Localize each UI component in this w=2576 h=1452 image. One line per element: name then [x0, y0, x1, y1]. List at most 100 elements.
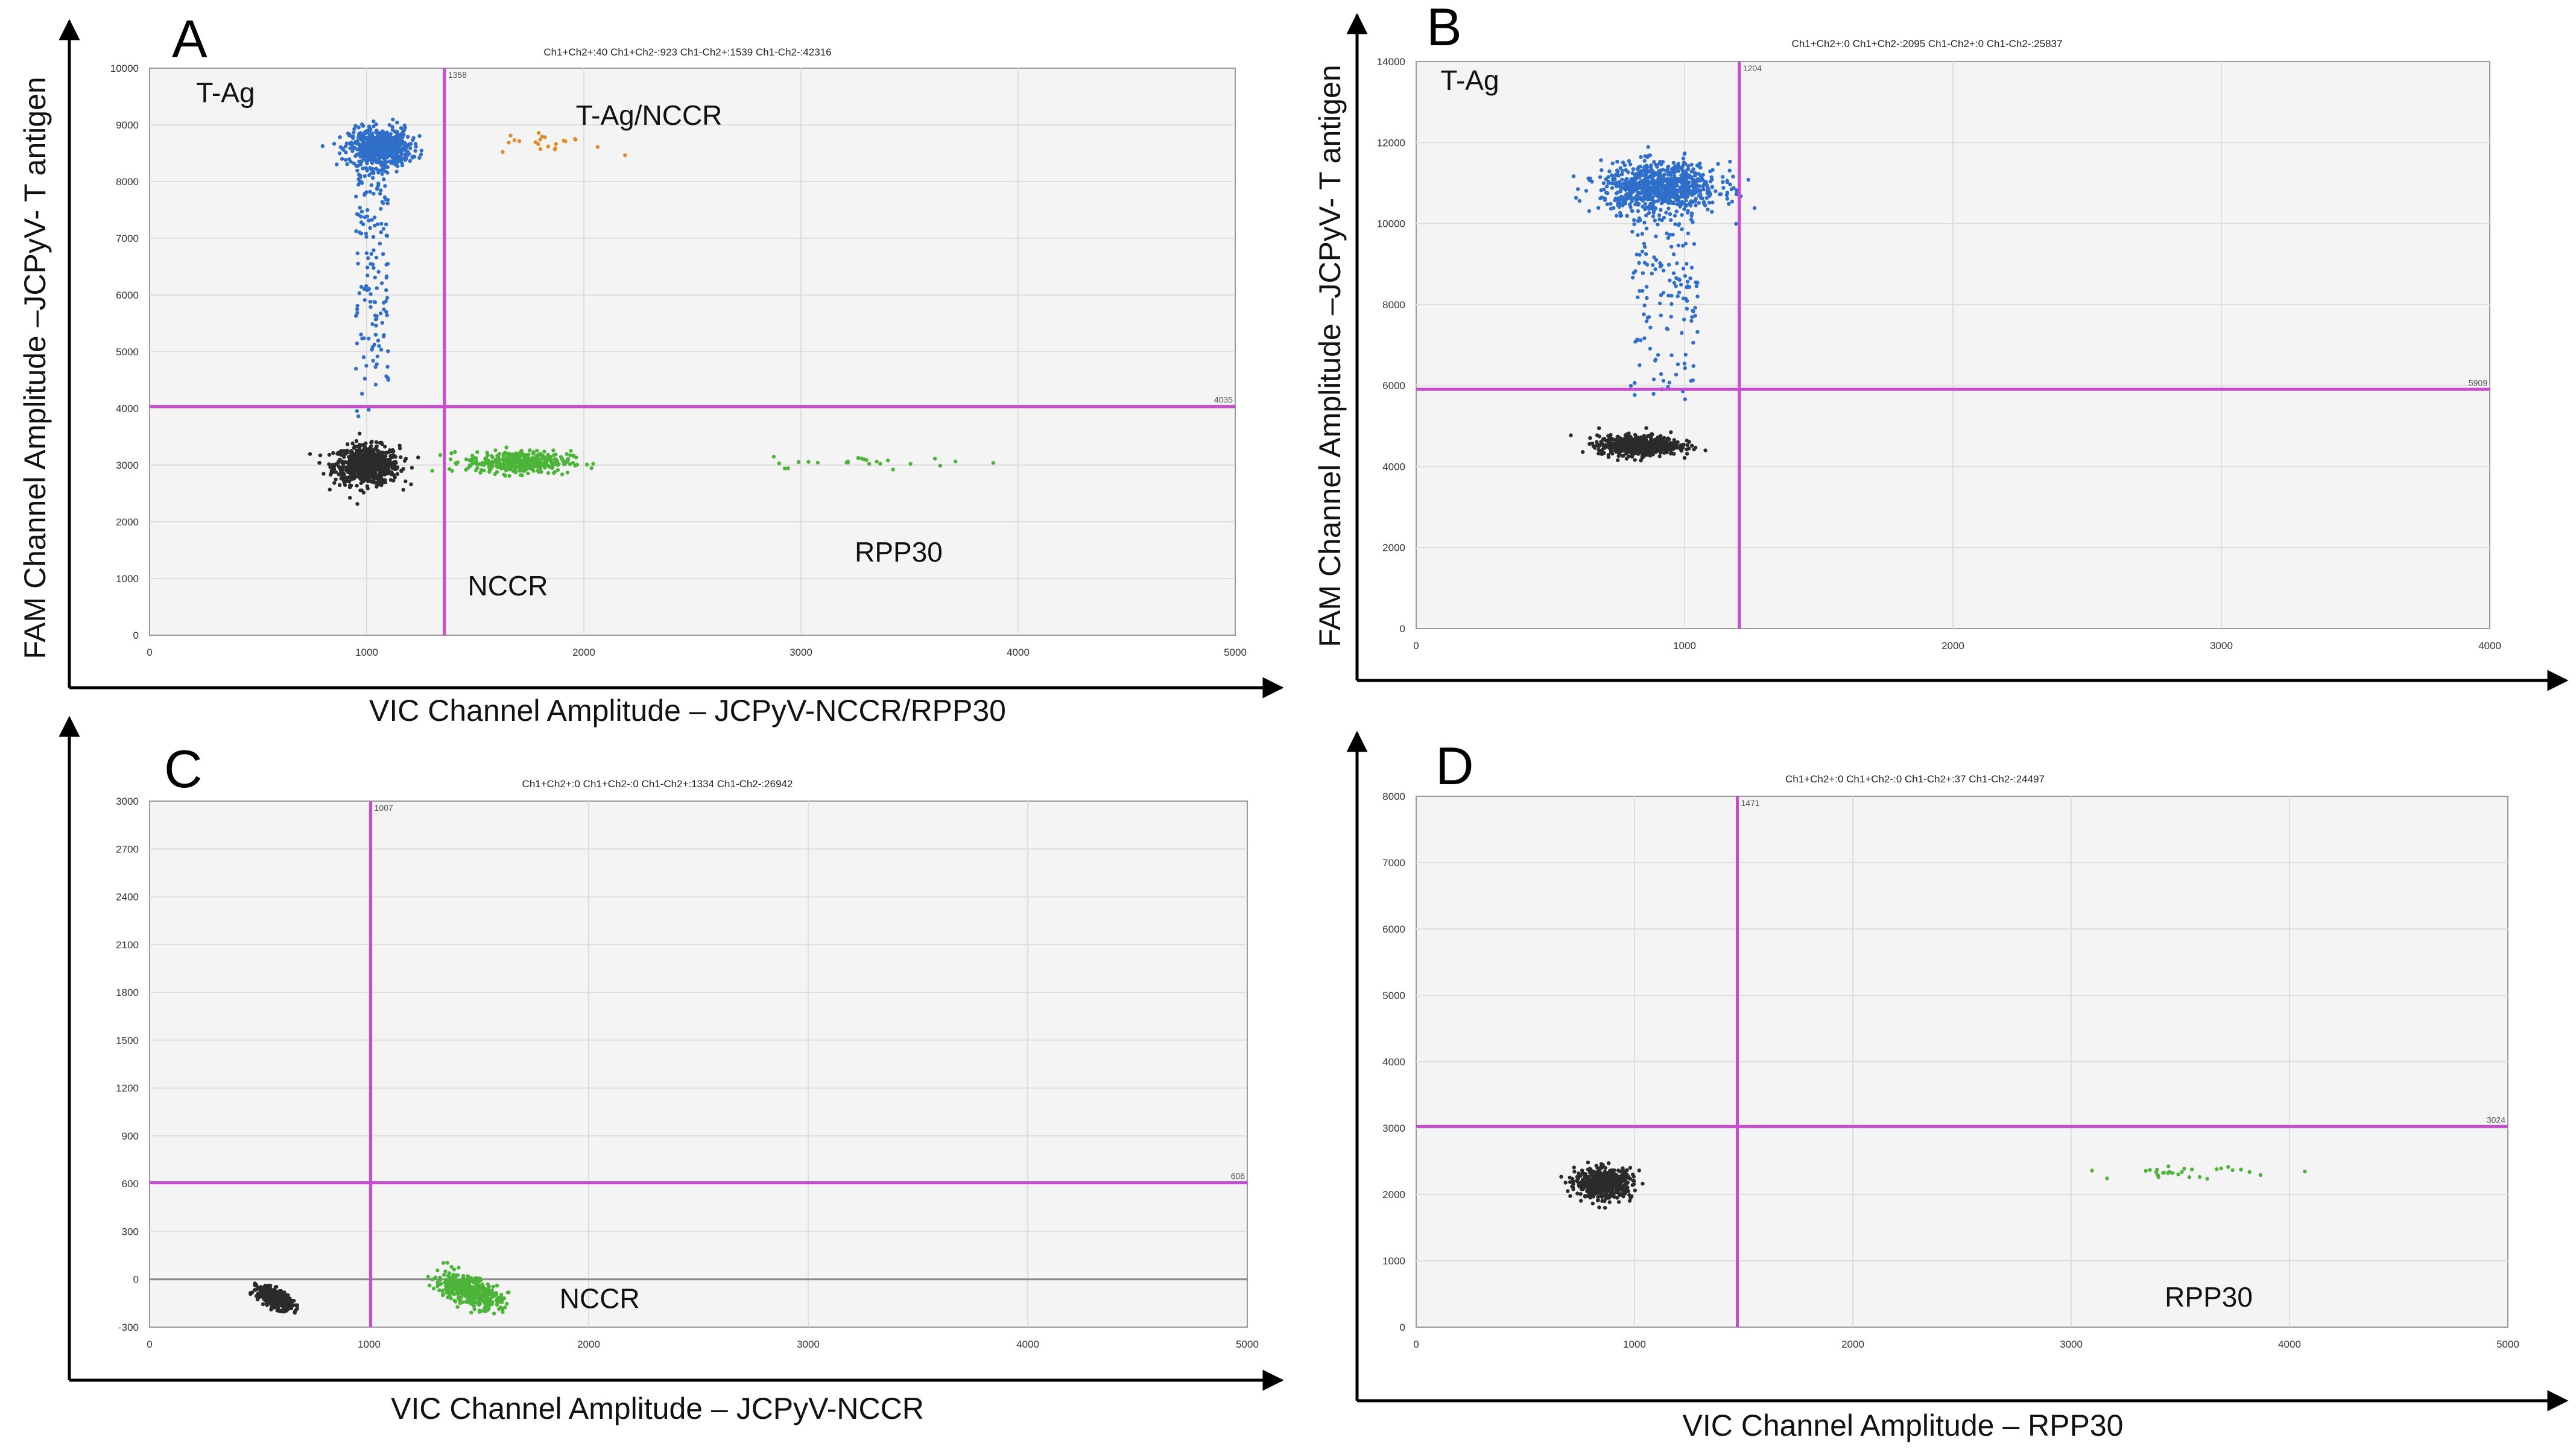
panel-b-vic-threshold-value: 1204 — [1743, 63, 1762, 73]
droplet-point — [543, 135, 547, 139]
droplet-point — [408, 146, 413, 150]
droplet-point — [1659, 372, 1663, 376]
droplet-point — [1688, 276, 1692, 281]
droplet-point — [357, 291, 362, 296]
droplet-point — [380, 321, 384, 325]
droplet-point — [356, 182, 361, 187]
droplet-point — [466, 1289, 470, 1293]
droplet-point — [479, 468, 484, 472]
panel-c-y-tick-label: 900 — [122, 1130, 139, 1142]
droplet-point — [1639, 449, 1644, 453]
droplet-point — [533, 140, 538, 144]
droplet-point — [1656, 189, 1660, 194]
droplet-point — [452, 1292, 457, 1296]
droplet-point — [358, 431, 362, 436]
droplet-point — [376, 139, 381, 144]
droplet-point — [1650, 433, 1654, 437]
droplet-point — [392, 157, 397, 162]
droplet-point — [403, 152, 407, 156]
droplet-point — [1668, 441, 1673, 446]
droplet-point — [355, 147, 359, 151]
droplet-point — [1630, 449, 1635, 453]
droplet-point — [380, 454, 385, 459]
droplet-point — [359, 332, 363, 337]
droplet-point — [413, 142, 418, 146]
droplet-point — [796, 460, 801, 464]
droplet-point — [357, 442, 362, 447]
panel-c-x-tick-label: 2000 — [577, 1339, 600, 1350]
droplet-point — [1654, 234, 1658, 238]
droplet-point — [353, 124, 358, 128]
panel-b-plot: 0 1000 2000 3000 400002000400060008000100001… — [1377, 56, 2501, 651]
droplet-point — [571, 460, 575, 465]
droplet-point — [1645, 177, 1650, 181]
droplet-point — [369, 305, 373, 309]
droplet-point — [368, 300, 373, 304]
droplet-point — [1583, 1171, 1587, 1176]
droplet-point — [1643, 201, 1647, 206]
droplet-point — [1676, 223, 1681, 227]
droplet-point — [384, 222, 388, 227]
droplet-point — [1659, 208, 1663, 212]
droplet-point — [382, 307, 386, 312]
droplet-point — [856, 456, 861, 460]
droplet-point — [1598, 175, 1603, 179]
panel-b-y-tick-label: 6000 — [1382, 380, 1405, 392]
droplet-point — [467, 458, 472, 463]
droplet-point — [1725, 179, 1729, 183]
droplet-point — [413, 148, 417, 153]
droplet-point — [359, 159, 364, 163]
droplet-point — [1642, 434, 1647, 438]
droplet-point — [1635, 167, 1639, 171]
droplet-point — [1694, 203, 1698, 208]
droplet-point — [1719, 192, 1723, 196]
droplet-point — [1658, 159, 1662, 164]
droplet-point — [373, 144, 378, 148]
droplet-point — [526, 471, 530, 475]
droplet-point — [362, 376, 367, 381]
droplet-point — [1609, 436, 1613, 440]
droplet-point — [1676, 189, 1680, 193]
droplet-point — [1639, 445, 1643, 449]
droplet-point — [1674, 209, 1679, 214]
droplet-point — [1681, 446, 1685, 450]
droplet-point — [355, 502, 359, 506]
droplet-point — [364, 449, 369, 454]
droplet-point — [1606, 438, 1610, 442]
droplet-point — [1668, 278, 1672, 282]
droplet-point — [373, 223, 377, 228]
panel-c-y-tick-label: 2700 — [116, 843, 139, 855]
droplet-point — [1659, 293, 1663, 297]
droplet-point — [353, 460, 358, 464]
droplet-point — [538, 466, 542, 471]
droplet-point — [390, 472, 394, 477]
droplet-point — [533, 460, 537, 464]
droplet-point — [378, 468, 382, 472]
droplet-point — [1619, 1193, 1624, 1197]
droplet-point — [1610, 161, 1615, 166]
droplet-point — [385, 201, 390, 206]
droplet-point — [1644, 226, 1649, 230]
droplet-point — [1671, 252, 1676, 256]
droplet-point — [1627, 180, 1631, 185]
droplet-point — [1647, 441, 1651, 445]
droplet-point — [1691, 167, 1695, 171]
droplet-point — [536, 461, 540, 465]
droplet-point — [1649, 206, 1653, 210]
droplet-point — [355, 303, 359, 308]
droplet-point — [416, 455, 420, 460]
droplet-point — [1734, 221, 1738, 226]
droplet-point — [551, 465, 555, 470]
droplet-point — [487, 468, 492, 472]
droplet-point — [1620, 1186, 1624, 1191]
droplet-point — [1597, 444, 1601, 449]
droplet-point — [343, 144, 348, 148]
droplet-point — [1559, 1175, 1563, 1179]
droplet-point — [1627, 1193, 1631, 1197]
droplet-point — [471, 461, 475, 465]
droplet-point — [559, 455, 563, 459]
droplet-point — [327, 452, 332, 457]
droplet-point — [513, 470, 517, 475]
droplet-point — [376, 148, 381, 153]
droplet-point — [372, 450, 376, 454]
